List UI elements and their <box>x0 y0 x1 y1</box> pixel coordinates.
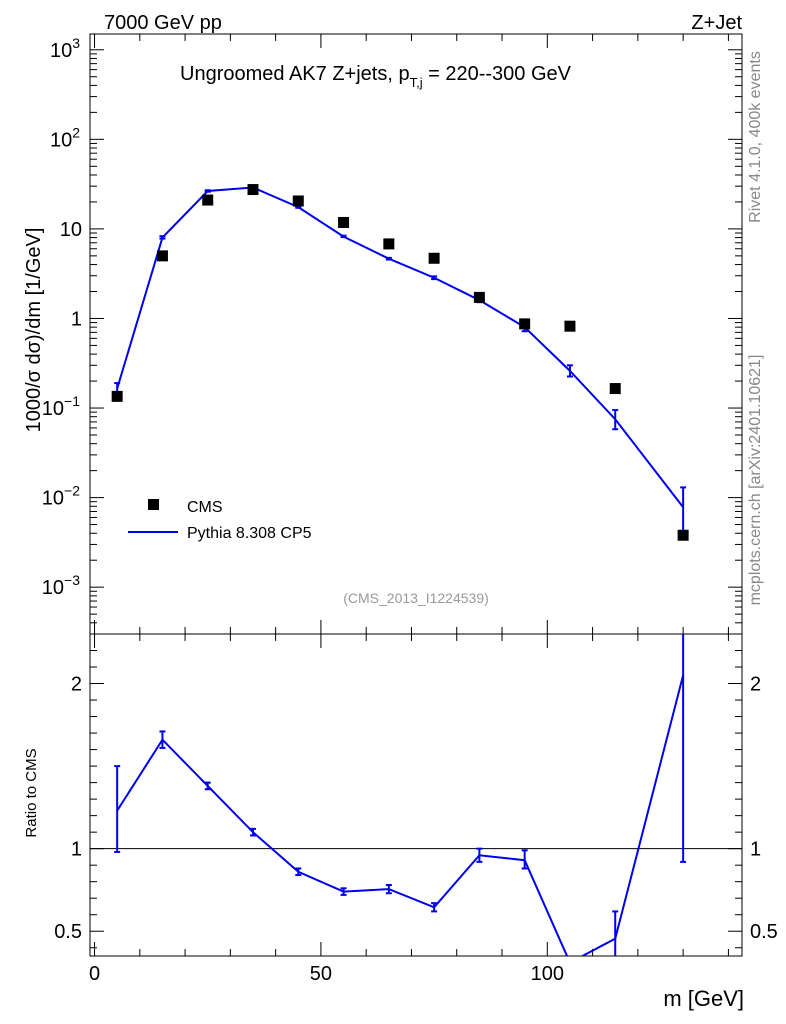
ratio-y-tick-label-right: 2 <box>750 674 761 696</box>
cms-data-point <box>111 390 123 402</box>
ratio-panel-frame <box>89 633 743 957</box>
ratio-axis-ticks: 2 2 1 1 0.5 0.5 <box>54 650 778 949</box>
x-tick-label: 0 <box>89 963 100 985</box>
main-y-tick-label: 1 <box>71 308 82 330</box>
cms-data-point <box>202 194 214 206</box>
rivet-version-label: Rivet 4.1.0, 400k events <box>747 51 764 223</box>
legend-pythia-label: Pythia 8.308 CP5 <box>187 525 312 542</box>
main-y-tick-label: 10−3 <box>42 572 80 599</box>
main-y-tick-label: 103 <box>50 35 80 62</box>
x-axis-ticks: 0 50 100 <box>89 34 729 985</box>
ratio-curve <box>116 675 685 956</box>
cms-data-point <box>519 318 531 330</box>
pythia-curve <box>116 186 684 508</box>
ratio-y-tick-label-right: 1 <box>750 839 761 861</box>
main-y-tick-label: 10−2 <box>42 483 80 510</box>
main-y-tick-label: 102 <box>50 124 80 151</box>
cms-data-point <box>564 320 576 332</box>
cms-data-point <box>292 195 304 207</box>
x-axis-label: m [GeV] <box>663 986 744 1011</box>
title-subscript: T,j <box>410 75 423 90</box>
ratio-y-tick-label-left: 2 <box>71 674 82 696</box>
cms-data-point <box>247 184 259 196</box>
title-suffix: = 220--300 GeV <box>423 63 572 85</box>
header-right-label: Z+Jet <box>691 12 742 34</box>
cms-data-point <box>338 216 350 228</box>
ratio-y-tick-label-right: 0.5 <box>750 921 778 943</box>
ratio-y-axis-label: Ratio to CMS <box>23 748 40 837</box>
ratio-y-tick-label-left: 0.5 <box>54 921 82 943</box>
header-left-label: 7000 GeV pp <box>104 12 222 34</box>
cms-data-point <box>677 529 689 541</box>
analysis-watermark: (CMS_2013_I1224539) <box>343 590 489 606</box>
cms-data-point <box>609 383 621 395</box>
main-panel-marks <box>111 184 689 541</box>
cms-data-point <box>473 291 485 303</box>
cms-data-point <box>428 252 440 264</box>
legend-cms-label: CMS <box>187 499 223 516</box>
ratio-y-tick-label-left: 1 <box>71 839 82 861</box>
x-tick-label: 50 <box>310 963 332 985</box>
title-prefix: Ungroomed AK7 Z+jets, p <box>180 63 410 85</box>
legend: CMS Pythia 8.308 CP5 <box>128 499 312 542</box>
cms-data-point <box>383 238 395 250</box>
main-panel-frame <box>89 33 743 635</box>
cms-data-point <box>156 250 168 262</box>
x-tick-label: 100 <box>531 963 564 985</box>
main-panel-title: Ungroomed AK7 Z+jets, pT,j = 220--300 Ge… <box>180 63 572 90</box>
ratio-panel-marks <box>114 634 687 956</box>
main-y-tick-label: 10 <box>60 219 82 241</box>
main-y-axis-label: 1000/σ dσ)/dm [1/GeV] <box>23 228 45 433</box>
main-y-tick-label: 10−1 <box>42 393 80 420</box>
mcplots-source-label: mcplots.cern.ch [arXiv:2401.10621] <box>747 355 764 606</box>
legend-cms-marker <box>148 499 159 510</box>
